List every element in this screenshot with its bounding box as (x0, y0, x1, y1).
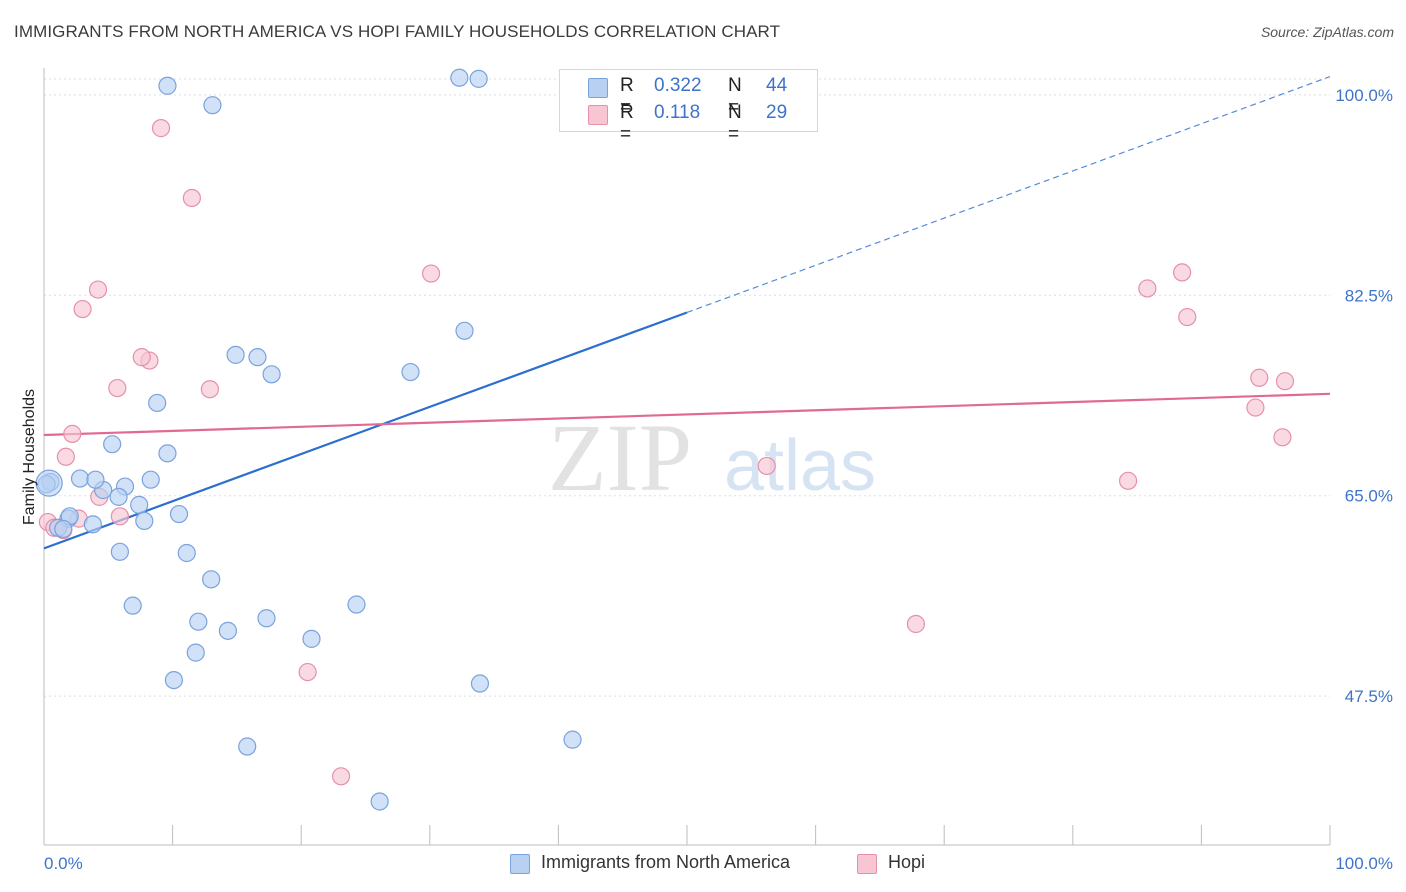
watermark-zip: ZIP (548, 404, 692, 511)
immigrants-point (86, 470, 105, 489)
immigrants-point (347, 595, 366, 614)
immigrants-point (103, 435, 122, 454)
immigrants-point (262, 365, 281, 384)
hopi-point (200, 380, 219, 399)
r-label: R = (620, 75, 634, 118)
trend-line-immigrants (43, 311, 688, 550)
y-axis-title: Family Households (21, 389, 38, 525)
immigrants-point (257, 609, 276, 628)
immigrants-point (189, 612, 208, 631)
hopi-point (182, 188, 201, 208)
watermark: ZIP atlas (548, 404, 876, 511)
r-label: R = (620, 102, 634, 145)
hopi-point (1246, 398, 1265, 417)
immigrants-point (186, 643, 205, 662)
y-tick-label: 47.5% (1345, 687, 1393, 706)
immigrants-point (226, 345, 245, 364)
hopi-point (1273, 428, 1292, 447)
immigrants-point (563, 730, 582, 749)
grid-lines (44, 78, 1330, 697)
hopi-point (757, 456, 776, 476)
immigrants-point (54, 519, 73, 539)
immigrants-point (248, 348, 267, 367)
hopi-point (56, 447, 75, 466)
legend-label: Immigrants from North America (541, 852, 791, 872)
legend-swatch-blue (588, 78, 608, 98)
data-points (35, 68, 1295, 811)
axes (43, 68, 1331, 846)
hopi-point (298, 662, 317, 682)
trend-line-immigrants-extrapolated (686, 76, 1331, 314)
hopi-point (1173, 263, 1192, 282)
hopi-point (132, 348, 151, 367)
immigrants-point (109, 487, 128, 506)
r-value: 0.118 (654, 102, 701, 123)
hopi-point (1138, 279, 1157, 298)
legend-swatch-blue (510, 854, 530, 874)
n-value: 29 (766, 102, 788, 123)
immigrants-point (450, 68, 469, 87)
immigrants-point (469, 69, 488, 88)
immigrants-point (164, 670, 183, 690)
watermark-atlas: atlas (724, 426, 876, 506)
chart-title: IMMIGRANTS FROM NORTH AMERICA VS HOPI FA… (14, 22, 781, 41)
hopi-point (63, 424, 82, 443)
hopi-point (88, 280, 108, 299)
hopi-point (1275, 372, 1295, 391)
immigrants-point (401, 362, 420, 382)
hopi-point (1118, 471, 1138, 490)
x-tick-label: 0.0% (44, 854, 83, 873)
legend-swatch-pink (588, 105, 608, 125)
immigrants-point (455, 321, 474, 340)
hopi-point (331, 767, 351, 786)
n-label: N = (728, 102, 742, 145)
y-tick-label: 65.0% (1345, 487, 1393, 506)
source-credit: Source: ZipAtlas.com (1260, 24, 1394, 40)
legend-swatch-pink (857, 854, 877, 874)
trend-lines (43, 76, 1331, 550)
immigrants-point (123, 596, 142, 615)
trend-line-hopi (43, 392, 1331, 437)
n-value: 44 (766, 75, 788, 96)
hopi-point (421, 264, 441, 283)
immigrants-point (202, 570, 221, 589)
immigrants-point (130, 495, 149, 514)
y-tick-label: 82.5% (1345, 286, 1393, 305)
hopi-point (73, 299, 92, 319)
r-value: 0.322 (654, 75, 702, 96)
immigrants-point (158, 76, 177, 95)
immigrants-point (238, 737, 257, 756)
immigrants-point (110, 542, 129, 561)
x-tick-label: 100.0% (1335, 854, 1393, 873)
immigrants-point (169, 504, 189, 524)
immigrants-point (70, 469, 90, 488)
hopi-point (1250, 368, 1269, 387)
immigrants-point (203, 96, 222, 115)
immigrants-point (470, 674, 490, 693)
immigrants-point (370, 792, 389, 811)
n-label: N = (728, 75, 742, 118)
hopi-point (906, 614, 926, 634)
y-tick-label: 100.0% (1335, 86, 1393, 105)
immigrants-point (302, 629, 321, 648)
hopi-point (108, 378, 127, 398)
series-legend: Immigrants from North America Hopi (0, 852, 1406, 878)
immigrants-point (83, 515, 102, 534)
hopi-point (151, 119, 171, 138)
immigrants-point (177, 543, 196, 563)
tick-labels: 100.0% 82.5% 65.0% 47.5% 0.0% 100.0% (44, 86, 1393, 873)
immigrants-point (158, 444, 177, 463)
correlation-legend: R = 0.322 N = 44 R = 0.118 N = 29 (559, 69, 818, 145)
immigrants-point-large (35, 469, 63, 497)
immigrants-point (141, 470, 160, 489)
immigrants-point (148, 393, 167, 413)
legend-label: Hopi (888, 852, 926, 872)
hopi-point (1178, 307, 1197, 327)
immigrants-point (218, 621, 237, 640)
immigrants-point (135, 511, 154, 531)
hopi-point (110, 507, 129, 526)
